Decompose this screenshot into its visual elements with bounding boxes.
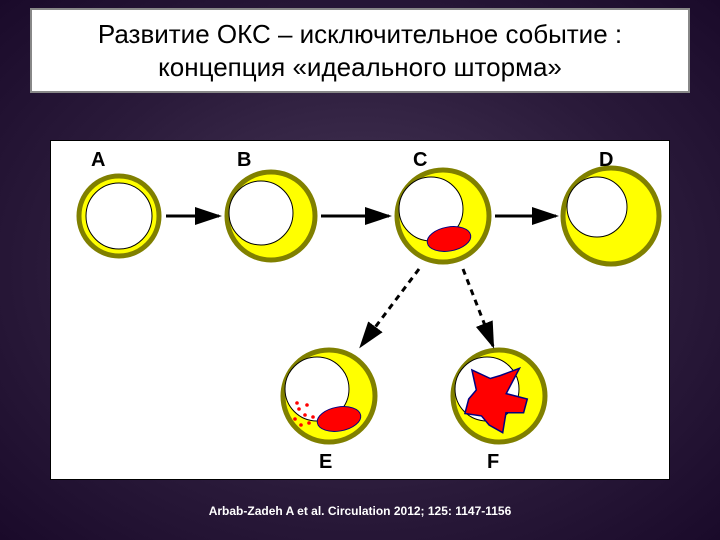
- diagram-panel: A B C D E F: [50, 140, 670, 480]
- stage-label-D: D: [599, 149, 613, 172]
- slide-title: Развитие ОКС – исключительное событие : …: [30, 8, 690, 93]
- citation-text: Arbab-Zadeh A et al. Circulation 2012; 1…: [209, 504, 512, 518]
- title-text: Развитие ОКС – исключительное событие : …: [98, 19, 622, 82]
- stage-label-B: B: [237, 149, 251, 172]
- stage-label-E: E: [319, 451, 332, 474]
- stage-label-A: A: [91, 149, 105, 172]
- stage-label-F: F: [487, 451, 499, 474]
- diagram-svg: [51, 141, 671, 481]
- stage-label-C: C: [413, 149, 427, 172]
